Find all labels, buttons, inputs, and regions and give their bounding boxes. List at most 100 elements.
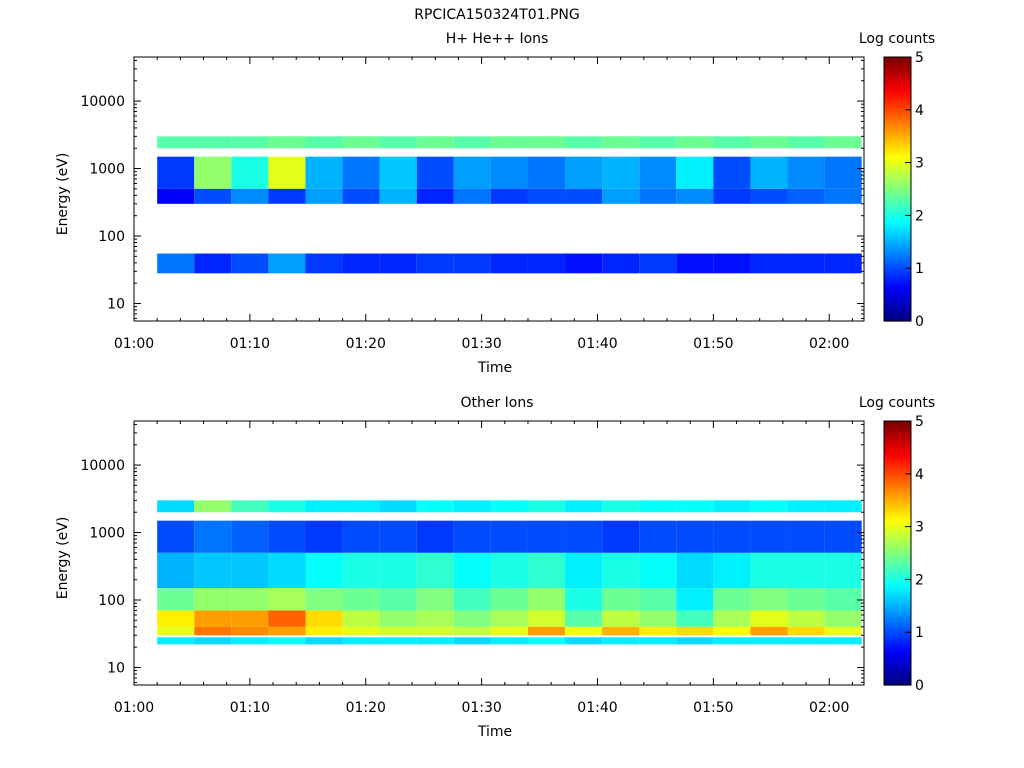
heatmap-cell: [750, 637, 788, 645]
heatmap-cell: [453, 626, 491, 636]
colorbar-segment: [884, 173, 911, 177]
heatmap-cell: [676, 136, 714, 149]
colorbar-segment: [884, 64, 911, 69]
heatmap-cell: [157, 626, 195, 636]
colorbar-segment: [884, 600, 911, 604]
heatmap-cell: [305, 610, 343, 627]
colorbar-segment: [884, 526, 911, 530]
heatmap-cell: [416, 136, 454, 149]
colorbar-segment: [884, 666, 911, 670]
heatmap-cell: [305, 520, 343, 553]
figure-title: RPCICA150324T01.PNG: [414, 7, 579, 23]
heatmap-cell: [602, 500, 640, 513]
heatmap-cell: [565, 588, 603, 611]
colorbar-segment: [884, 476, 911, 480]
heatmap-cell: [565, 136, 603, 149]
heatmap-cell: [416, 253, 454, 274]
heatmap-cell: [416, 552, 454, 589]
x-tick-label: 02:00: [809, 336, 849, 352]
colorbar-segment: [884, 658, 911, 662]
heatmap-cell: [305, 637, 343, 645]
heatmap-cell: [565, 637, 603, 645]
heatmap-cell: [490, 610, 528, 627]
colorbar-segment: [884, 513, 911, 517]
colorbar-segment: [884, 247, 911, 251]
heatmap-cell: [231, 253, 269, 274]
colorbar-segment: [884, 181, 911, 185]
colorbar-segment: [884, 648, 911, 652]
colorbar-segment: [884, 516, 911, 520]
heatmap-cell: [713, 588, 751, 611]
heatmap-cell: [194, 156, 232, 189]
heatmap-cell: [639, 588, 677, 611]
colorbar-segment: [884, 225, 911, 230]
heatmap-cell: [787, 520, 825, 553]
colorbar-segment: [884, 305, 911, 309]
colorbar-segment: [884, 428, 911, 433]
heatmap-cell: [787, 136, 825, 149]
colorbar-tick-label: 0: [915, 314, 924, 330]
colorbar-segment: [884, 117, 911, 121]
y-tick-label: 1000: [89, 162, 125, 178]
x-tick-label: 01:00: [114, 700, 154, 716]
x-tick-label: 02:00: [809, 700, 849, 716]
colorbar-segment: [884, 605, 911, 610]
colorbar-segment: [884, 196, 911, 201]
colorbar-segment: [884, 550, 911, 554]
colorbar-segment: [884, 75, 911, 79]
colorbar-segment: [884, 86, 911, 90]
colorbar-segment: [884, 260, 911, 264]
heatmap-cell: [713, 156, 751, 189]
heatmap-cell: [231, 552, 269, 589]
colorbar-segment: [884, 218, 911, 222]
x-tick-label: 01:30: [461, 700, 501, 716]
heatmap-cell: [639, 500, 677, 513]
heatmap-cell: [824, 610, 862, 627]
heatmap-cell: [824, 588, 862, 611]
heatmap-cell: [639, 520, 677, 553]
heatmap-cell: [268, 156, 306, 189]
colorbar-segment: [884, 252, 911, 256]
colorbar-segment: [884, 141, 911, 145]
heatmap-cell: [453, 588, 491, 611]
heatmap-cell: [490, 500, 528, 513]
heatmap-cell: [750, 253, 788, 274]
x-tick-label: 01:30: [461, 336, 501, 352]
colorbar-segment: [884, 91, 911, 95]
colorbar-segment: [884, 257, 911, 261]
heatmap-cell: [453, 253, 491, 274]
colorbar-segment: [884, 239, 911, 243]
heatmap-cell: [713, 253, 751, 274]
colorbar-segment: [884, 236, 911, 240]
heatmap-cell: [824, 552, 862, 589]
y-tick-label: 1000: [89, 526, 125, 542]
colorbar-segment: [884, 442, 911, 446]
heatmap-cell: [416, 188, 454, 204]
colorbar-segment: [884, 167, 911, 172]
heatmap-cell: [639, 626, 677, 636]
colorbar-segment: [884, 107, 911, 111]
heatmap-cell: [639, 136, 677, 149]
colorbar-segment: [884, 611, 911, 615]
heatmap-cell: [305, 626, 343, 636]
panel1-y-axis-label: Energy (eV): [55, 153, 71, 236]
colorbar-segment: [884, 431, 911, 435]
heatmap-cell: [379, 610, 417, 627]
heatmap-cell: [194, 253, 232, 274]
colorbar-segment: [884, 130, 911, 135]
heatmap-cell: [676, 610, 714, 627]
colorbar-segment: [884, 159, 911, 164]
heatmap-cell: [231, 626, 269, 636]
colorbar-segment: [884, 244, 911, 248]
panel1-title: H+ He++ Ions: [446, 31, 549, 47]
colorbar-segment: [884, 663, 911, 668]
colorbar-segment: [884, 212, 911, 216]
heatmap-cell: [231, 136, 269, 149]
colorbar-segment: [884, 262, 911, 267]
heatmap-cell: [750, 626, 788, 636]
heatmap-cell: [268, 253, 306, 274]
heatmap-cell: [379, 156, 417, 189]
colorbar-segment: [884, 576, 911, 580]
colorbar-segment: [884, 175, 911, 180]
colorbar-segment: [884, 592, 911, 596]
